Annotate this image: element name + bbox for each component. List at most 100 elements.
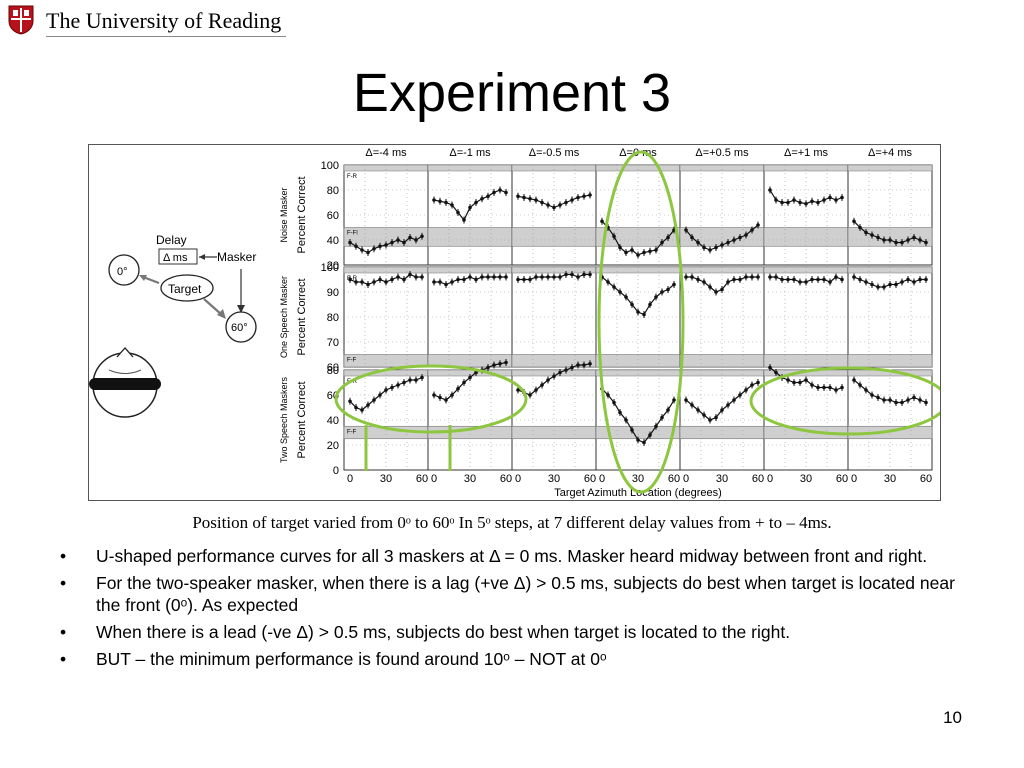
data-point bbox=[378, 393, 382, 397]
data-point bbox=[822, 277, 826, 282]
y-tick-label: 60 bbox=[327, 362, 339, 374]
data-point bbox=[630, 248, 634, 252]
data-point bbox=[450, 280, 454, 284]
data-point bbox=[642, 440, 646, 445]
data-point bbox=[702, 280, 706, 284]
data-point bbox=[786, 277, 790, 282]
data-point bbox=[648, 249, 652, 254]
left-arrowhead-icon bbox=[139, 275, 147, 281]
data-point bbox=[498, 361, 502, 366]
data-point bbox=[570, 272, 574, 277]
data-point bbox=[858, 383, 862, 387]
data-point bbox=[666, 408, 670, 412]
x-tick-label: 60 bbox=[920, 473, 932, 485]
bullet-item: • For the two-speaker masker, when there … bbox=[60, 572, 980, 616]
data-point bbox=[408, 378, 412, 382]
experiment-figure: Delay Δ ms Masker 0° Target 60° bbox=[88, 144, 941, 501]
data-point bbox=[888, 282, 892, 287]
data-point bbox=[564, 368, 568, 372]
data-point bbox=[744, 388, 748, 392]
data-point bbox=[864, 280, 868, 284]
data-point bbox=[384, 280, 388, 284]
data-point bbox=[900, 280, 904, 284]
data-point bbox=[540, 200, 544, 205]
data-point bbox=[516, 277, 520, 282]
data-point bbox=[438, 280, 442, 284]
data-point bbox=[756, 275, 760, 279]
results-chart: Δ=-4 ms Δ=-1 ms Δ=-0.5 ms Δ=0 ms Δ=+0.5 ms Δ=… bbox=[279, 147, 933, 499]
data-point bbox=[564, 200, 568, 205]
data-point bbox=[624, 250, 628, 255]
data-point bbox=[750, 275, 754, 279]
data-point bbox=[804, 378, 808, 382]
data-point bbox=[558, 370, 562, 375]
data-point bbox=[372, 246, 376, 251]
data-point bbox=[528, 196, 532, 201]
highlight-ellipse-lead bbox=[334, 364, 528, 434]
bullet-text: For the two-speaker masker, when there i… bbox=[96, 573, 955, 615]
reference-band bbox=[511, 227, 597, 247]
data-point bbox=[612, 285, 616, 289]
data-point bbox=[570, 198, 574, 202]
data-point bbox=[378, 277, 382, 282]
data-point bbox=[528, 277, 532, 282]
data-point bbox=[558, 275, 562, 279]
reference-band bbox=[511, 425, 597, 440]
data-point bbox=[660, 240, 664, 245]
masker-row-label: Noise Masker bbox=[279, 187, 289, 242]
data-point bbox=[390, 277, 394, 282]
data-point bbox=[912, 280, 916, 284]
data-point bbox=[462, 277, 466, 282]
band-label: F-F bbox=[347, 429, 357, 435]
data-point bbox=[366, 403, 370, 407]
data-point bbox=[468, 275, 472, 279]
data-point bbox=[486, 194, 490, 199]
data-point bbox=[570, 365, 574, 370]
zero-degree-node bbox=[108, 254, 140, 286]
data-point bbox=[738, 393, 742, 397]
data-point bbox=[774, 198, 778, 202]
data-point bbox=[774, 275, 778, 279]
data-point bbox=[768, 275, 772, 279]
data-point bbox=[744, 233, 748, 237]
data-point bbox=[612, 234, 616, 239]
data-point bbox=[618, 245, 622, 250]
data-point bbox=[402, 380, 406, 385]
data-point bbox=[798, 200, 802, 205]
data-point bbox=[486, 275, 490, 279]
data-point bbox=[870, 233, 874, 237]
data-point bbox=[918, 398, 922, 402]
data-point bbox=[906, 398, 910, 402]
data-point bbox=[630, 302, 634, 307]
data-point bbox=[918, 277, 922, 282]
delay-label: Delay bbox=[156, 233, 187, 247]
data-point bbox=[882, 398, 886, 402]
data-point bbox=[648, 433, 652, 437]
data-point bbox=[792, 198, 796, 202]
data-point bbox=[900, 240, 904, 245]
band-top-label: F-R bbox=[347, 174, 358, 180]
data-point bbox=[708, 418, 712, 422]
x-tick-label: 30 bbox=[380, 473, 392, 485]
data-point bbox=[402, 240, 406, 245]
data-point bbox=[462, 380, 466, 385]
data-point bbox=[534, 275, 538, 279]
data-point bbox=[588, 272, 592, 277]
reference-band bbox=[595, 354, 681, 368]
sixty-degree-label: 60° bbox=[231, 322, 248, 334]
data-point bbox=[414, 378, 418, 382]
data-point bbox=[504, 190, 508, 195]
data-point bbox=[714, 245, 718, 250]
data-point bbox=[642, 250, 646, 255]
data-point bbox=[672, 282, 676, 287]
data-point bbox=[618, 410, 622, 415]
data-point bbox=[444, 200, 448, 205]
data-point bbox=[654, 295, 658, 299]
data-point bbox=[486, 365, 490, 370]
bullet-item: • When there is a lead (-ve Δ) > 0.5 ms, … bbox=[60, 621, 980, 643]
data-point bbox=[474, 277, 478, 282]
data-point bbox=[702, 245, 706, 250]
reference-band bbox=[763, 227, 849, 247]
data-point bbox=[834, 388, 838, 392]
data-point bbox=[882, 285, 886, 289]
